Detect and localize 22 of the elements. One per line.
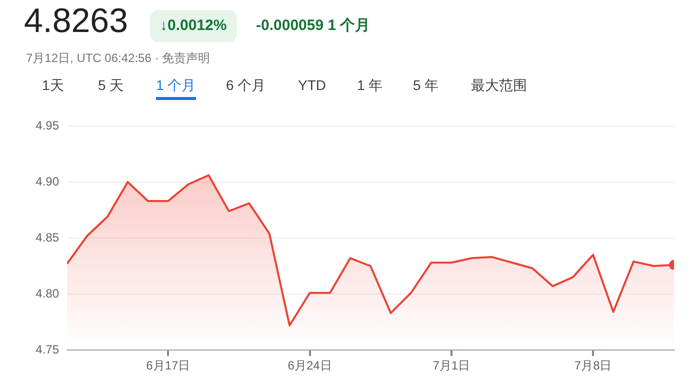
text: YTD [298,77,326,95]
chart-subtitle: 7月12日, UTC 06:42:56 · 免责声明 [26,50,210,67]
x-tick-label: 6月17日 [146,358,190,373]
text: 1天 [42,77,64,95]
chart-title: 4.8263 [24,2,128,41]
text: 最大范围 [471,77,527,95]
text: 1 年 [357,77,383,95]
text: ↓0.0012% [150,10,237,42]
text: 5 年 [413,77,439,95]
x-tick-label: 7月8日 [574,358,612,373]
text: 1 个月 [328,17,370,34]
text: 6 个月 [226,77,266,95]
y-tick-label: 4.85 [36,230,60,244]
text: 5 天 [98,77,124,95]
text: -0.000059 [256,17,324,34]
y-tick-label: 4.95 [36,118,60,132]
y-tick-label: 4.80 [36,286,60,300]
x-tick-label: 6月24日 [288,358,332,373]
y-tick-label: 4.90 [36,174,60,188]
y-tick-label: 4.75 [36,342,60,356]
text: 1 个月 [156,77,196,100]
x-tick-label: 7月1日 [432,358,470,373]
